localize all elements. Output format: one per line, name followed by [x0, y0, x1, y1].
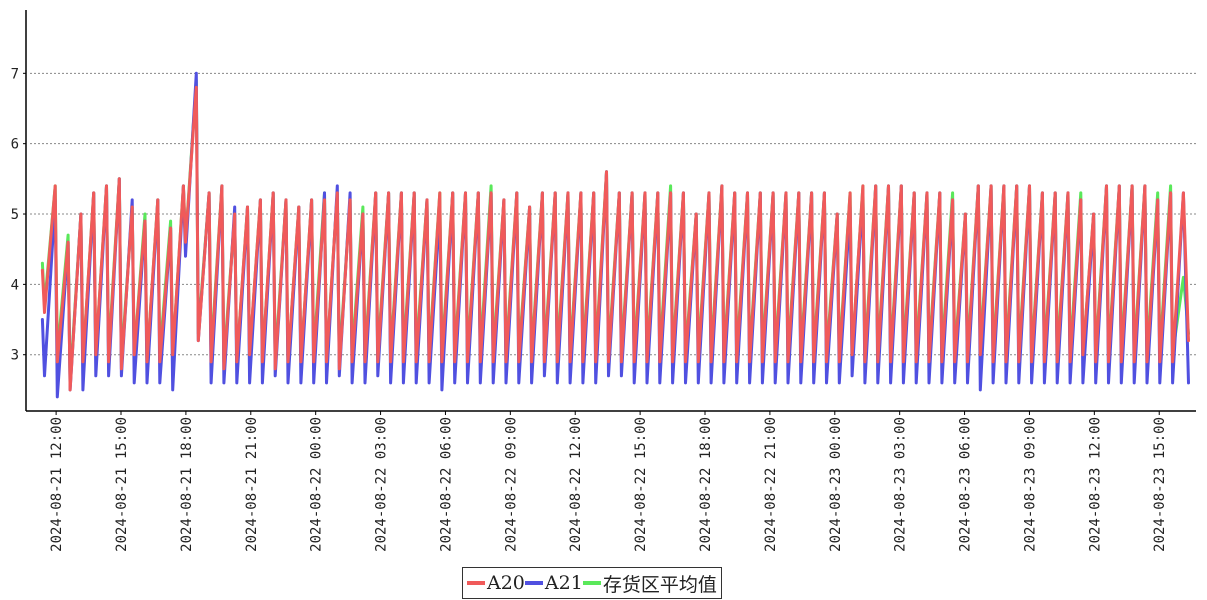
legend-swatch-a21 — [524, 581, 543, 585]
x-tick-label: 2024-08-21 21:00 — [244, 417, 260, 552]
y-tick-label: 5 — [11, 207, 19, 223]
legend-label-average: 存货区平均值 — [602, 573, 717, 596]
x-tick-label: 2024-08-22 21:00 — [763, 417, 779, 552]
y-tick-label: 7 — [11, 66, 19, 82]
y-tick-labels: 3 4 5 6 7 — [11, 66, 19, 363]
legend-item-average: 存货区平均值 — [582, 570, 717, 597]
x-tick-label: 2024-08-23 00:00 — [828, 417, 844, 552]
legend-label-a20: A20 — [487, 572, 525, 594]
x-tick-label: 2024-08-22 18:00 — [698, 417, 714, 552]
plot-area — [40, 71, 1190, 399]
x-tick-label: 2024-08-22 03:00 — [374, 417, 390, 552]
y-tick-label: 6 — [11, 137, 19, 153]
legend-item-a21: A21 — [524, 572, 583, 594]
legend-label-a21: A21 — [544, 572, 583, 594]
x-tick-label: 2024-08-21 15:00 — [114, 417, 130, 552]
y-tick-label: 4 — [11, 277, 19, 293]
y-tick-label: 3 — [11, 348, 19, 364]
x-tick-label: 2024-08-23 15:00 — [1152, 417, 1168, 552]
legend: A20 A21 存货区平均值 — [462, 567, 722, 599]
legend-item-a20: A20 — [467, 572, 525, 594]
x-tick-label: 2024-08-22 15:00 — [633, 417, 649, 552]
x-tick-label: 2024-08-23 03:00 — [893, 417, 909, 552]
x-tick-label: 2024-08-23 09:00 — [1022, 417, 1038, 552]
x-tick-label: 2024-08-23 06:00 — [958, 417, 974, 552]
x-tick-labels: 2024-08-21 12:00 2024-08-21 15:00 2024-08-… — [49, 411, 1168, 552]
x-tick-label: 2024-08-22 00:00 — [309, 417, 325, 552]
x-tick-label: 2024-08-22 06:00 — [438, 417, 454, 552]
x-tick-label: 2024-08-21 18:00 — [179, 417, 195, 552]
series-line-a20 — [40, 85, 1190, 392]
x-tick-label: 2024-08-22 09:00 — [503, 417, 519, 552]
axes — [25, 10, 1196, 412]
x-tick-label: 2024-08-22 12:00 — [568, 417, 584, 552]
x-tick-label: 2024-08-21 12:00 — [49, 417, 65, 552]
x-tick-label: 2024-08-23 12:00 — [1087, 417, 1103, 552]
legend-swatch-average — [582, 581, 601, 585]
legend-swatch-a20 — [467, 581, 485, 585]
